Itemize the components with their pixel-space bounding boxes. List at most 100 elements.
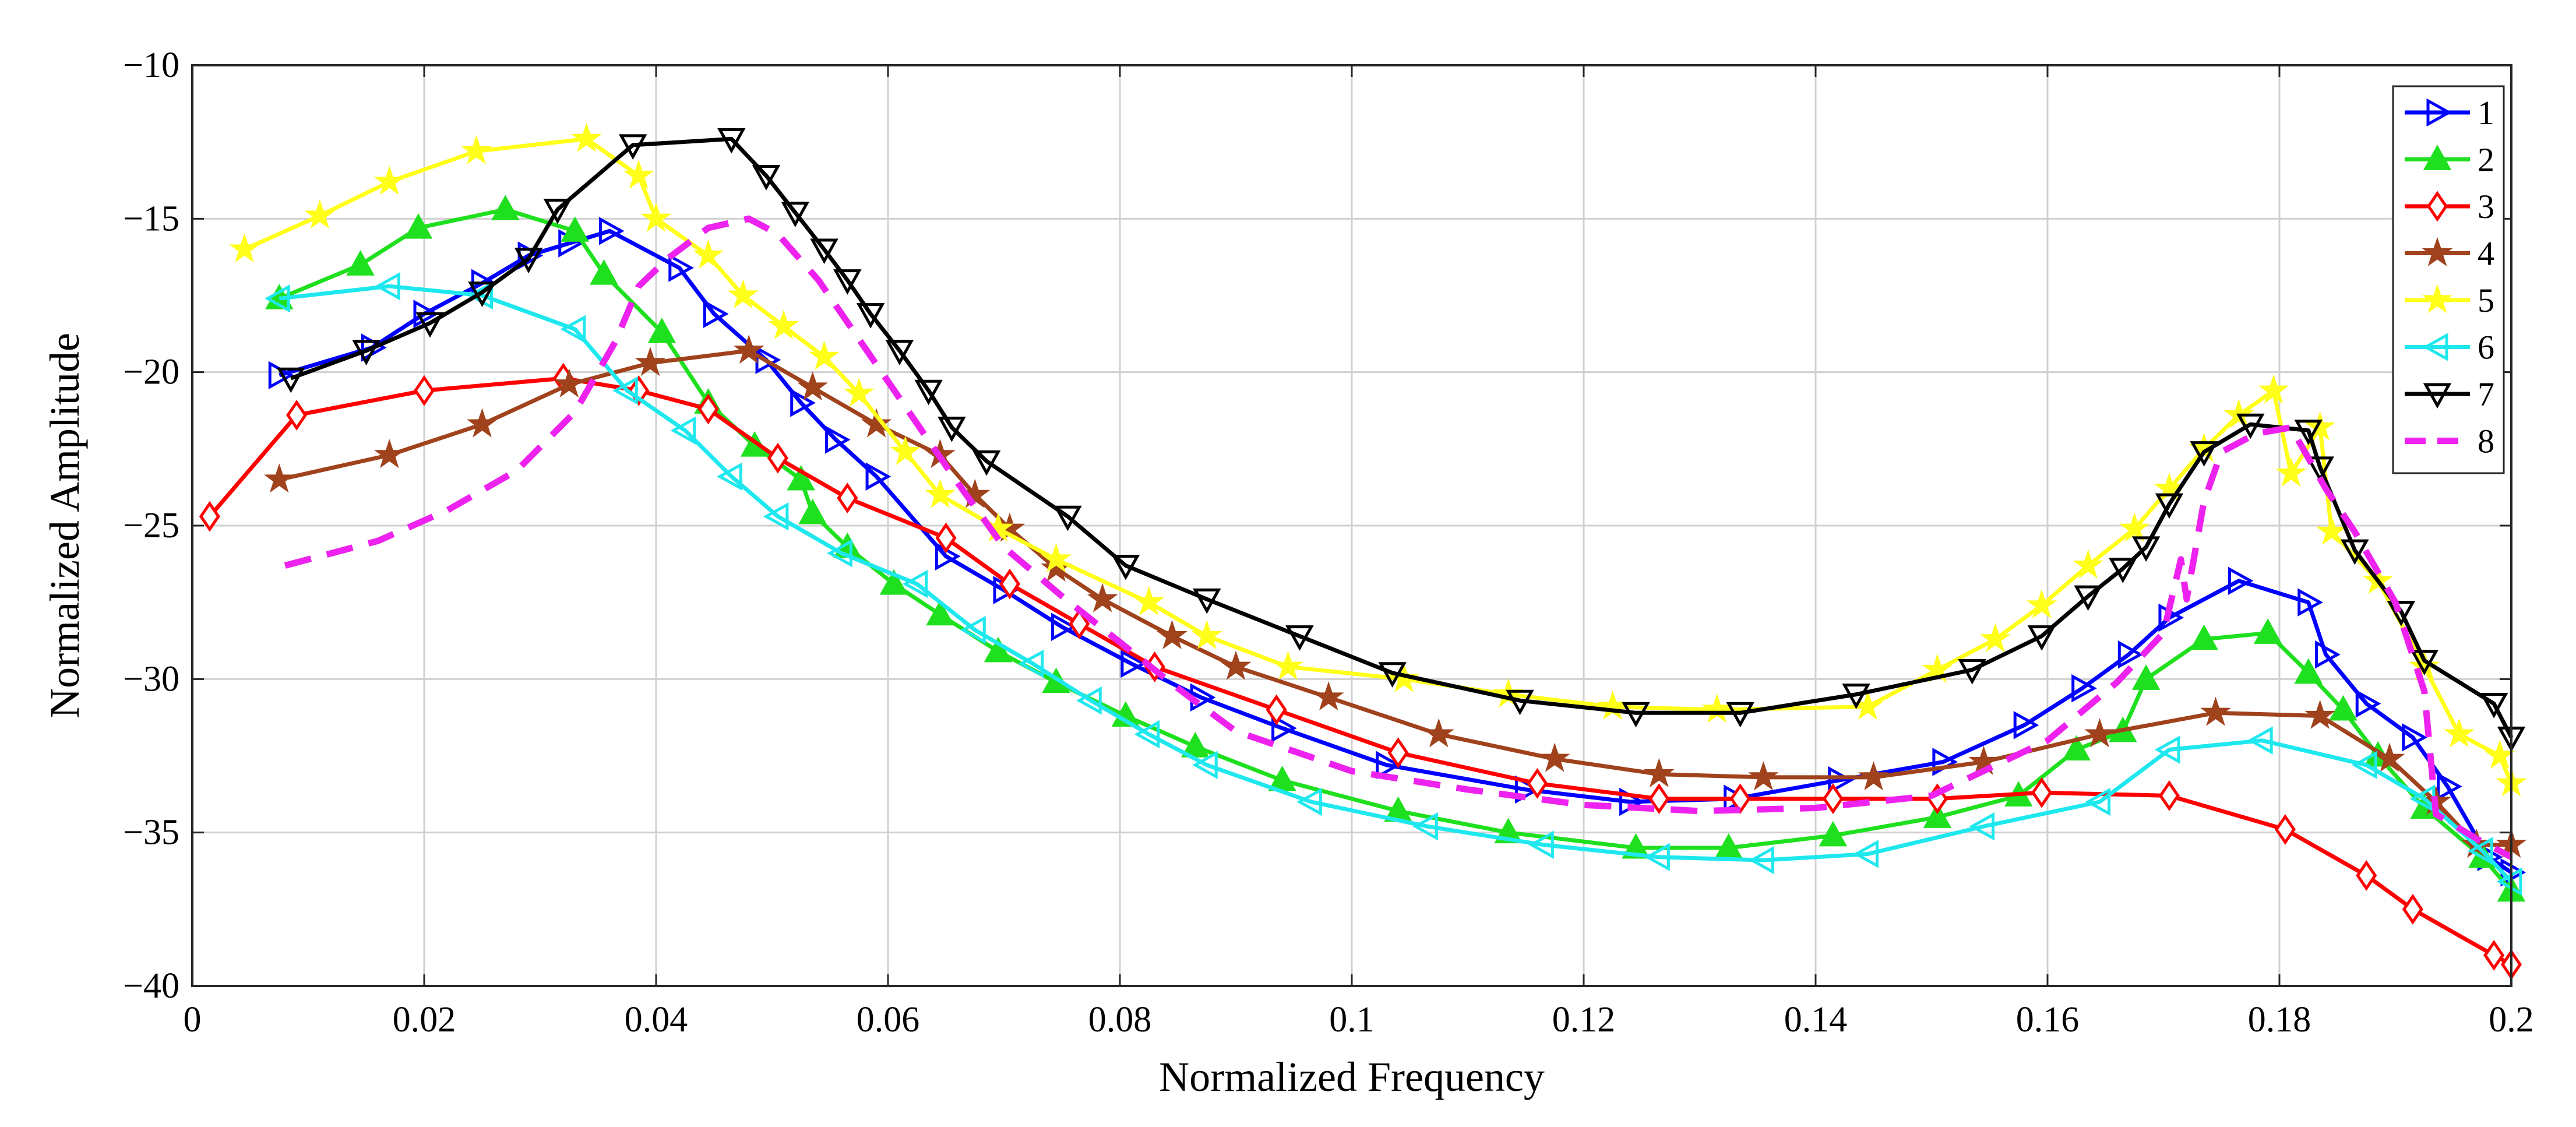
data-point bbox=[2073, 549, 2103, 579]
data-point bbox=[2253, 618, 2282, 644]
data-point bbox=[2274, 813, 2296, 845]
data-point bbox=[2031, 777, 2053, 808]
data-point bbox=[1387, 737, 1409, 769]
data-point bbox=[263, 463, 295, 493]
data-point bbox=[1193, 588, 1221, 614]
plot-series bbox=[199, 122, 2527, 980]
data-point bbox=[1648, 783, 1670, 815]
data-point bbox=[727, 279, 759, 309]
data-point bbox=[1051, 612, 1077, 642]
legend-label: 7 bbox=[2478, 375, 2494, 413]
data-point bbox=[2352, 751, 2377, 780]
data-point bbox=[1528, 830, 1554, 859]
legend-box bbox=[2392, 85, 2505, 474]
data-point bbox=[346, 250, 375, 276]
y-tick-label: −10 bbox=[123, 45, 179, 85]
data-point bbox=[885, 340, 914, 365]
data-point bbox=[824, 425, 851, 454]
series-line bbox=[279, 228, 2512, 875]
data-point bbox=[2329, 695, 2357, 721]
legend: 1 2 3 4 5 6 7 8 bbox=[2392, 85, 2505, 474]
data-point bbox=[1192, 751, 1218, 780]
data-point bbox=[960, 615, 986, 644]
data-point bbox=[1134, 720, 1160, 749]
data-point bbox=[415, 312, 445, 338]
data-point bbox=[413, 300, 439, 328]
data-point bbox=[1378, 662, 1407, 688]
legend-label: 8 bbox=[2478, 422, 2494, 460]
data-point bbox=[2085, 787, 2111, 816]
data-point bbox=[2200, 696, 2231, 726]
data-point bbox=[2304, 411, 2335, 441]
data-point bbox=[1412, 812, 1438, 841]
data-point bbox=[623, 159, 654, 189]
data-point bbox=[810, 238, 838, 265]
data-point bbox=[693, 239, 724, 269]
data-point bbox=[972, 450, 1001, 476]
data-point bbox=[1748, 761, 1779, 791]
x-tick-label: 0.12 bbox=[1552, 1000, 1616, 1040]
data-point bbox=[468, 281, 496, 307]
data-point bbox=[199, 501, 220, 532]
data-point bbox=[2117, 640, 2144, 669]
data-point bbox=[790, 389, 816, 417]
data-point bbox=[229, 233, 260, 263]
data-point bbox=[2374, 742, 2405, 772]
data-point bbox=[2154, 735, 2180, 764]
data-point bbox=[2190, 624, 2218, 650]
y-tick-label: −40 bbox=[123, 966, 179, 1006]
data-point bbox=[1296, 787, 1322, 816]
series-7 bbox=[276, 128, 2526, 752]
data-point bbox=[265, 284, 290, 313]
data-point bbox=[2071, 674, 2097, 703]
data-point bbox=[1041, 543, 1072, 573]
data-point bbox=[2306, 456, 2334, 483]
legend-item: 2 bbox=[2405, 141, 2494, 179]
data-point bbox=[2294, 420, 2323, 445]
grid bbox=[192, 65, 2511, 986]
data-point bbox=[2258, 374, 2289, 404]
legend-label: 1 bbox=[2478, 94, 2494, 132]
data-point bbox=[861, 408, 892, 438]
data-point bbox=[2228, 566, 2254, 596]
data-point bbox=[514, 248, 543, 273]
data-point bbox=[787, 464, 815, 491]
data-point bbox=[373, 439, 405, 469]
data-point bbox=[935, 522, 957, 554]
data-point bbox=[640, 202, 672, 232]
data-point bbox=[1018, 649, 1044, 678]
legend-label: 5 bbox=[2478, 281, 2494, 319]
x-tick-label: 0.2 bbox=[2489, 1000, 2534, 1040]
series-line bbox=[290, 136, 2514, 739]
data-point bbox=[304, 199, 336, 229]
data-point bbox=[1527, 767, 1548, 799]
data-point bbox=[837, 483, 858, 514]
data-point bbox=[1120, 649, 1147, 678]
data-point bbox=[1266, 694, 1287, 725]
axis-ticks: 0 0.02 0.04 0.06 0.08 0.1 0.12 0.14 0.16 0.18 0.2 −… bbox=[123, 45, 2534, 1040]
legend-label: 4 bbox=[2478, 235, 2494, 273]
data-point bbox=[890, 435, 921, 466]
data-point bbox=[1076, 686, 1102, 715]
data-point bbox=[2062, 735, 2091, 760]
legend-item: 7 bbox=[2405, 375, 2494, 413]
legend-label: 3 bbox=[2478, 188, 2494, 226]
data-point bbox=[635, 347, 666, 376]
data-point bbox=[276, 367, 305, 393]
y-tick-label: −15 bbox=[123, 199, 179, 238]
data-point bbox=[767, 442, 788, 474]
data-point bbox=[1726, 702, 1754, 728]
data-point bbox=[2275, 457, 2307, 487]
data-point bbox=[670, 416, 696, 445]
data-point bbox=[752, 165, 781, 191]
data-point bbox=[1842, 684, 1870, 709]
data-point bbox=[1644, 758, 1675, 788]
data-point bbox=[1922, 653, 1953, 683]
x-tick-label: 0.08 bbox=[1088, 1000, 1152, 1040]
legend-label: 2 bbox=[2478, 141, 2494, 179]
y-tick-label: −25 bbox=[123, 506, 179, 545]
data-point bbox=[1969, 812, 1995, 841]
data-point bbox=[2190, 441, 2218, 467]
data-point bbox=[1515, 775, 1541, 804]
data-point bbox=[879, 569, 908, 595]
